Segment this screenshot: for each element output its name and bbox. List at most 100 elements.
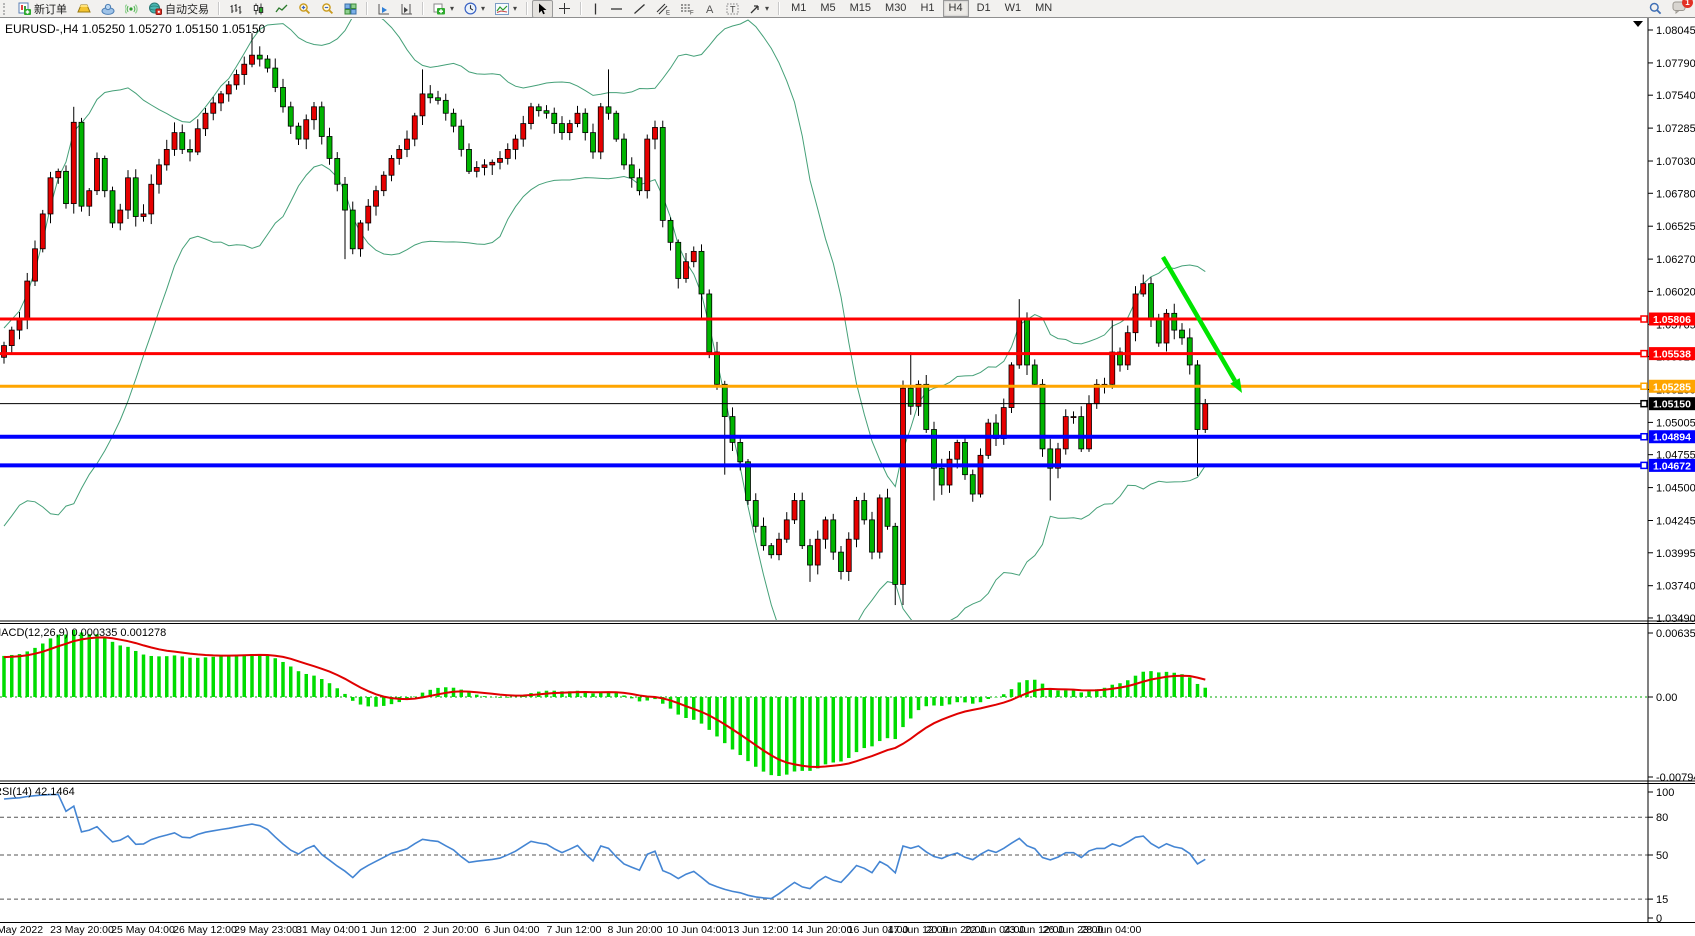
equidistant-channel-tool-button[interactable]: E	[651, 0, 675, 18]
line-chart-button[interactable]	[270, 0, 293, 18]
zoom-out-button[interactable]	[316, 0, 339, 18]
candle-body	[551, 112, 558, 124]
timeframe-button-M1[interactable]: M1	[791, 2, 807, 14]
candle-body	[1031, 364, 1038, 385]
main-price-pane[interactable]	[0, 18, 1648, 664]
tile-windows-button[interactable]	[339, 0, 362, 18]
x-axis-label: 17 Jun 12:00	[888, 924, 949, 936]
candle-body	[373, 190, 379, 207]
candle-body	[171, 132, 178, 150]
chart-shift-button[interactable]	[395, 0, 418, 18]
notifications-button[interactable]: 1	[1672, 0, 1693, 17]
price-line-handle[interactable]	[1640, 315, 1648, 323]
chart-window[interactable]: 1.08045 1.07790 1.07540 1.07285 1.07030 1.067…	[0, 18, 1695, 936]
candlestick-chart-button[interactable]	[247, 0, 270, 18]
candle-body	[70, 121, 77, 205]
cursor-tool-button[interactable]	[532, 0, 554, 18]
candle-body	[342, 183, 348, 211]
horizontal-line-tool-button[interactable]	[605, 0, 628, 18]
candle-body	[644, 138, 651, 192]
timeframe-button-D1[interactable]: D1	[976, 2, 991, 14]
timeframe-button-H4[interactable]: H4	[942, 0, 969, 17]
bollinger-lower-band	[3, 164, 1206, 620]
text-icon: A	[706, 4, 714, 15]
candle-body	[845, 538, 852, 572]
signals-button[interactable]	[120, 0, 143, 18]
bar-chart-button[interactable]	[224, 0, 247, 18]
candle-body	[900, 387, 906, 585]
auto-scroll-button[interactable]	[372, 0, 395, 18]
candle-body	[63, 170, 69, 205]
timeframe-button-M30[interactable]: M30	[885, 2, 907, 14]
fibonacci-tool-button[interactable]: F	[675, 0, 699, 18]
y-axis-tick-label: 1.06020	[1656, 286, 1695, 298]
candle-body	[218, 93, 224, 104]
arrows-tool-button[interactable]: ▾	[744, 0, 774, 18]
candle-body	[520, 123, 527, 140]
periods-button[interactable]: ▾	[459, 0, 490, 18]
rsi-pane[interactable]	[0, 793, 1648, 900]
autotrading-globe-icon	[149, 2, 162, 15]
candle-body	[94, 158, 100, 192]
crosshair-tool-button[interactable]	[553, 0, 576, 18]
arrows-icon	[750, 4, 759, 13]
candle-body	[148, 183, 155, 215]
zoom-in-button[interactable]	[293, 0, 316, 18]
toolbar-grip[interactable]	[3, 2, 10, 15]
market-depth-button[interactable]	[72, 0, 96, 18]
rsi-axis-tick-label: 15	[1656, 894, 1668, 906]
candle-body	[55, 170, 62, 179]
candle-body	[272, 67, 279, 88]
candle-body	[256, 54, 263, 60]
candle-body	[1047, 448, 1054, 469]
autotrading-button[interactable]: 自动交易	[143, 0, 214, 18]
rsi-line	[3, 793, 1206, 900]
price-line-handle[interactable]	[1640, 399, 1648, 408]
text-label-tool-button[interactable]: T	[721, 0, 744, 18]
search-icon[interactable]	[1649, 2, 1662, 15]
timeframe-button-M5[interactable]: M5	[820, 2, 836, 14]
candle-body	[838, 551, 844, 572]
timeframe-button-W1[interactable]: W1	[1004, 2, 1022, 14]
candle-body	[101, 158, 108, 192]
timeframe-button-M15[interactable]: M15	[849, 2, 872, 14]
candle-body	[621, 138, 627, 166]
trendline-tool-button[interactable]	[628, 0, 651, 18]
vertical-line-tool-button[interactable]	[586, 0, 605, 18]
price-line-handle[interactable]	[1640, 461, 1648, 470]
x-axis-label: 2 Jun 20:00	[424, 924, 479, 936]
timeframe-button-MN[interactable]: MN	[1035, 2, 1053, 14]
dropdown-arrow-icon: ▾	[481, 4, 486, 13]
candle-body	[303, 119, 310, 140]
timeframe-button-H1[interactable]: H1	[920, 2, 935, 14]
x-axis-label: 10 Jun 04:00	[667, 924, 728, 936]
new-order-button[interactable]: 新订单	[13, 0, 72, 18]
candle-body	[295, 125, 302, 140]
chart-shift-marker[interactable]	[1633, 21, 1643, 27]
candle-body	[117, 209, 124, 224]
price-tag	[1649, 347, 1695, 361]
text-tool-button[interactable]: A	[699, 0, 721, 18]
price-line-handle[interactable]	[1640, 382, 1648, 391]
y-axis-tick-label: 1.06525	[1656, 221, 1695, 233]
chart-canvas[interactable]: 1.08045 1.07790 1.07540 1.07285 1.07030 1.067…	[0, 18, 1695, 936]
candle-body	[1202, 403, 1209, 430]
cursor-arrow-icon	[539, 3, 547, 14]
price-line-handle[interactable]	[1640, 432, 1648, 441]
community-button[interactable]	[96, 0, 120, 18]
candle-body	[652, 127, 658, 140]
price-line-handle[interactable]	[1640, 349, 1648, 358]
candle-body	[349, 209, 356, 250]
candle-body	[187, 148, 193, 153]
indicators-icon	[495, 2, 510, 15]
trend-arrow-line[interactable]	[1161, 255, 1237, 383]
macd-indicator-label: MACD(12,26,9) 0.000335 0.001278	[0, 627, 167, 639]
candle-body	[721, 383, 728, 417]
indicators-button[interactable]: ▾	[490, 0, 522, 18]
new-chart-button[interactable]: ▾	[428, 0, 459, 18]
chart-ohlc-title: EURUSD-,H4 1.05250 1.05270 1.05150 1.051…	[5, 22, 266, 36]
candle-body	[39, 213, 46, 250]
price-tag	[1649, 430, 1695, 444]
candle-body	[760, 525, 767, 547]
macd-pane[interactable]	[0, 630, 1648, 777]
